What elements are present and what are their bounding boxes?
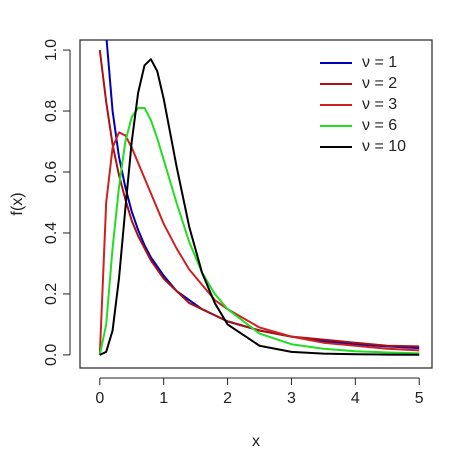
legend-label: ν = 1 (362, 54, 397, 71)
legend-label: ν = 6 (362, 117, 397, 134)
series-line (98, 49, 420, 348)
lines (98, 40, 420, 356)
x-tick-label: 0 (95, 390, 104, 407)
legend-label: ν = 10 (362, 138, 406, 155)
y-tick-label: 0.8 (43, 100, 60, 122)
plot-frame (79, 39, 433, 369)
series-line (98, 131, 420, 355)
x-tick-label: 3 (287, 390, 296, 407)
y-tick-label: 0.4 (43, 222, 60, 244)
x-tick-label: 5 (415, 390, 424, 407)
y-tick-label: 1.0 (43, 39, 60, 61)
x-tick-label: 2 (223, 390, 232, 407)
y-tick-label: 0.0 (43, 344, 60, 366)
y-axis-label: f(x) (9, 192, 26, 215)
legend-label: ν = 3 (362, 96, 397, 113)
x-tick-label: 1 (159, 390, 168, 407)
series-line (99, 58, 420, 356)
x-axis-label: x (252, 433, 260, 450)
legend-label: ν = 2 (362, 75, 397, 92)
y-tick-label: 0.2 (43, 283, 60, 305)
y-tick-label: 0.6 (43, 161, 60, 183)
series-line (98, 106, 420, 356)
x-tick-label: 4 (351, 390, 360, 407)
